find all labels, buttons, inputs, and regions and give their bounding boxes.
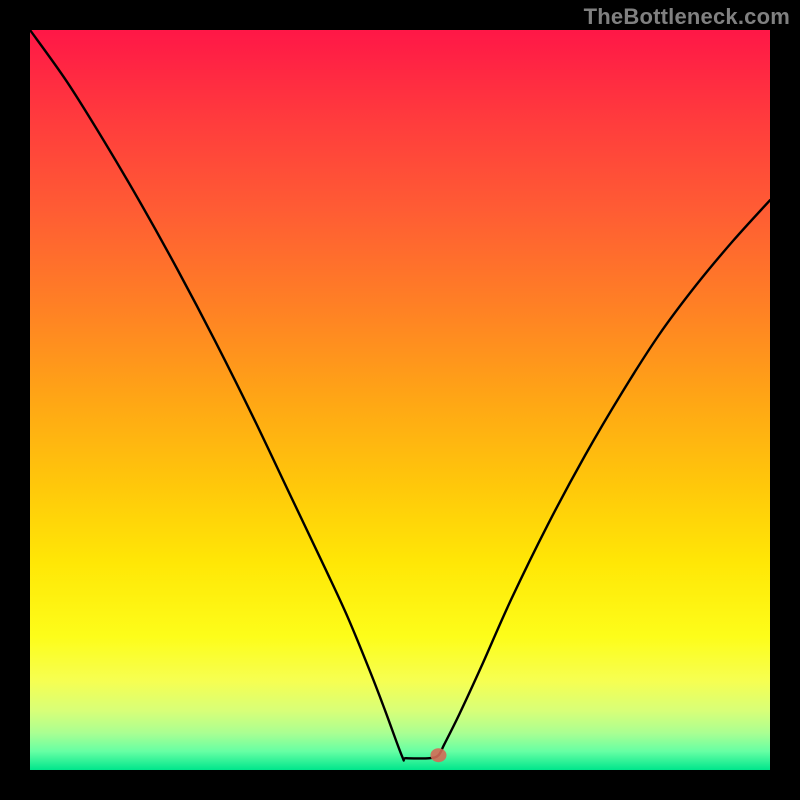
chart-svg [30,30,770,770]
watermark-text: TheBottleneck.com [584,4,790,30]
chart-background [30,30,770,770]
optimum-marker [430,748,446,762]
stage: TheBottleneck.com [0,0,800,800]
chart-canvas [30,30,770,770]
